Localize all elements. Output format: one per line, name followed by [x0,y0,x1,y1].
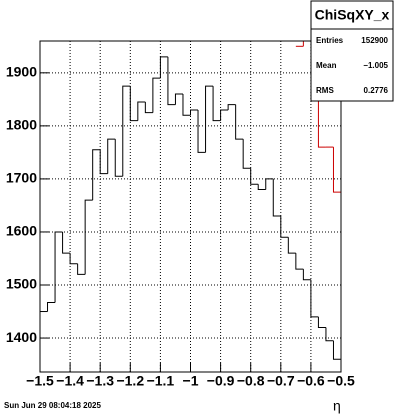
x-tick-label: −1.2 [116,373,144,389]
histogram-bin [77,263,86,275]
histogram-bin [190,109,199,116]
histogram-bin [310,279,319,318]
histogram-bin [174,93,183,105]
histogram-bin [265,178,274,190]
y-tick-label: 1500 [6,276,37,292]
histogram-bin [99,149,108,175]
x-tick-label: −1 [183,373,199,389]
histogram-bin [317,316,326,328]
histogram-bin [137,101,146,121]
histograms [40,41,341,360]
histogram-bin [212,86,221,122]
x-tick-label: −1.5 [26,373,54,389]
histogram-bin [167,56,176,106]
y-tick-label: 1600 [6,223,37,239]
histogram-bin [114,139,123,177]
histogram-bin [280,216,289,238]
histogram-bin [257,184,266,191]
histogram-bin [227,104,236,110]
x-tick-label: −1.4 [56,373,84,389]
histogram-bin [332,340,341,360]
stats-value: 152900 [361,36,388,45]
stats-key: RMS [316,86,334,95]
x-tick-label: −1.1 [147,373,175,389]
histogram-bin [54,231,63,303]
histogram-bin [92,149,101,201]
x-tick-label: −0.5 [327,373,355,389]
stats-value: −1.005 [363,61,388,70]
axes: −1.5 −1.4 −1.3 −1.2 −1.1 −1 −0.9 −0.8 −0.7 −0.6 −0… [6,64,355,389]
stats-key: Entries [316,36,344,45]
x-tick-label: −0.9 [207,373,235,389]
x-tick-label: −0.7 [267,373,295,389]
y-tick-label: 1900 [6,64,37,80]
histogram-bin [47,302,56,312]
y-tick-label: 1800 [6,117,37,133]
histogram-bin [152,77,161,113]
x-tick-label: −0.6 [297,373,325,389]
stats-box: ChiSqXY_x Entries 152900 Mean −1.005 RMS… [310,0,394,102]
x-tick-label: −1.3 [86,373,114,389]
histogram-bin [144,102,153,114]
histogram-bin [129,86,138,122]
x-tick-label: −0.8 [237,373,265,389]
histogram-bin [159,56,168,79]
histogram-bin [250,168,259,185]
histogram-bin [69,253,78,265]
footer-date: Sun Jun 29 08:04:18 2025 [4,401,101,410]
histogram-bin [242,139,251,169]
stats-value: 0.2776 [364,86,389,95]
histogram-bin [182,94,191,116]
stats-key: Mean [316,61,337,70]
histogram-bin [302,269,311,281]
stats-title: ChiSqXY_x [315,7,390,23]
histogram-bin [122,85,131,177]
histogram-bin [332,147,341,193]
histogram-bin [84,199,93,275]
histogram-bin [205,85,214,153]
histogram-bin [325,327,334,342]
y-tick-label: 1700 [6,170,37,186]
stats-frame [310,0,394,102]
x-axis-label: η [333,398,341,414]
y-tick-label: 1400 [6,329,37,345]
histogram-bin [197,109,206,153]
histogram-bin [287,237,296,254]
histogram-bin [235,104,244,140]
histogram-bin [107,138,116,174]
histogram-bin [272,178,281,217]
histogram-bin [295,253,304,270]
histogram-bin [62,231,71,254]
histogram-bin [220,109,229,121]
